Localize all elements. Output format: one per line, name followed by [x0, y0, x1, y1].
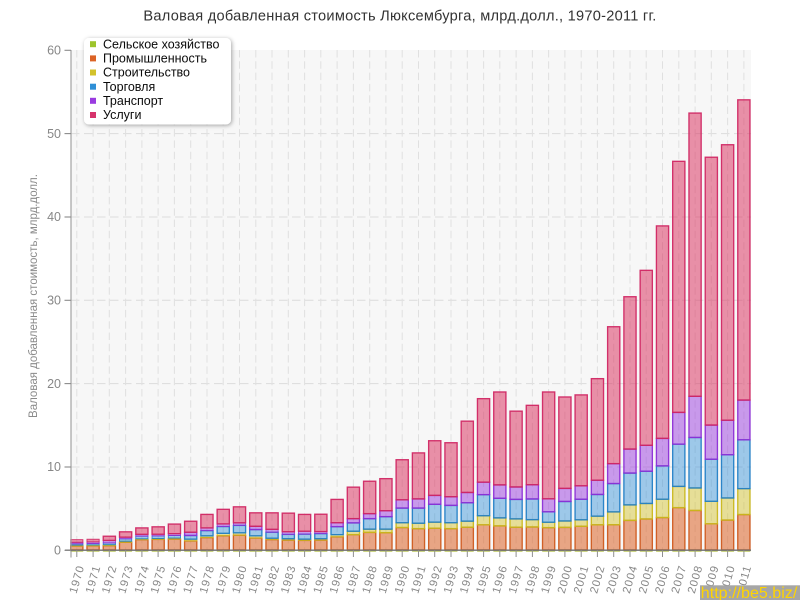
svg-text:0: 0	[54, 544, 61, 558]
svg-text:60: 60	[47, 44, 61, 58]
svg-text:10: 10	[47, 460, 61, 474]
svg-text:Услуги: Услуги	[103, 108, 141, 122]
svg-text:Строительство: Строительство	[103, 66, 190, 80]
svg-text:40: 40	[47, 210, 61, 224]
svg-text:50: 50	[47, 127, 61, 141]
svg-text:http://be5.biz/: http://be5.biz/	[701, 585, 798, 600]
svg-text:Транспорт: Транспорт	[103, 94, 163, 108]
svg-text:20: 20	[47, 377, 61, 391]
svg-text:Валовая добавленная стоимость: Валовая добавленная стоимость Люксембург…	[143, 9, 656, 25]
svg-text:Валовая добавленная стоимость,: Валовая добавленная стоимость, млрд.долл…	[28, 174, 40, 418]
svg-text:Промышленность: Промышленность	[103, 52, 207, 66]
svg-text:Сельское хозяйство: Сельское хозяйство	[103, 37, 219, 51]
svg-text:30: 30	[47, 294, 61, 308]
svg-text:Торговля: Торговля	[103, 80, 155, 94]
